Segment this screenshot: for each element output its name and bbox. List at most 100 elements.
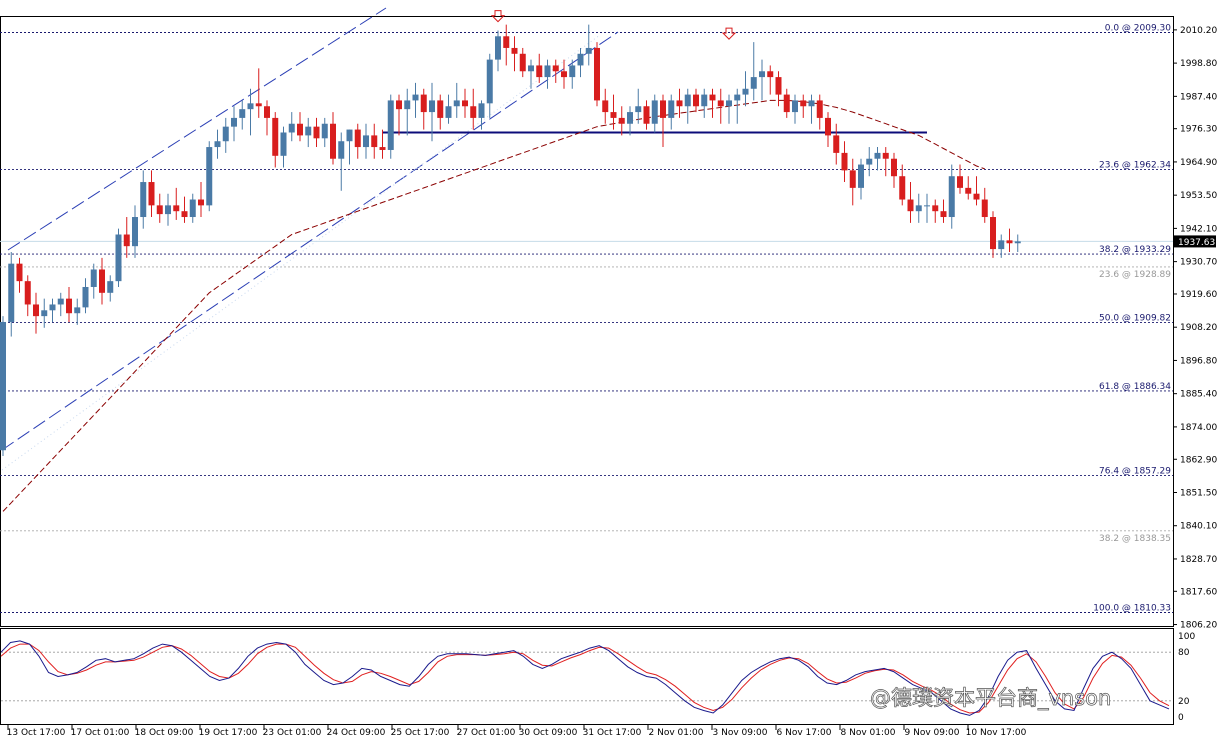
candle-120 [990, 211, 996, 258]
candle-body [932, 205, 939, 212]
stochastic-oscillator: 100 80 20 0 [0, 632, 1195, 723]
price-tick-label-6: 1942.10 [1180, 224, 1217, 234]
candle-115 [948, 164, 955, 229]
candle-body [313, 126, 320, 139]
candle-106 [874, 147, 881, 171]
candle-body [618, 117, 625, 124]
candle-body [874, 152, 881, 159]
candle-body [346, 129, 353, 142]
candle-body [891, 158, 897, 177]
candle-body [371, 135, 378, 148]
price-tick-label-15: 1840.10 [1180, 522, 1217, 532]
candle-body [643, 106, 650, 124]
candle-body [297, 123, 303, 136]
candle-83 [684, 88, 691, 124]
candle-20 [165, 193, 171, 226]
candle-65 [536, 53, 543, 83]
candle-74 [610, 94, 617, 130]
candle-body [165, 205, 171, 215]
current-price-badge [1174, 235, 1216, 248]
candle-45 [371, 123, 378, 159]
candle-1 [8, 252, 15, 337]
trend-channel-upper [7, 7, 387, 251]
candle-42 [346, 129, 353, 165]
candle-33 [272, 112, 279, 168]
price-tick-label-17: 1817.60 [1180, 587, 1217, 597]
candle-body [140, 182, 147, 218]
candle-36 [297, 112, 303, 142]
candle-75 [618, 106, 625, 136]
candles-layer [0, 24, 1021, 457]
time-tick-label-15: 10 Nov 17:00 [966, 728, 1027, 738]
candle-11 [90, 263, 97, 299]
candle-8 [66, 286, 72, 322]
candle-body [1006, 240, 1013, 244]
candle-body [717, 100, 724, 107]
candle-49 [404, 88, 411, 136]
candle-body [247, 103, 254, 110]
candle-0 [0, 316, 6, 457]
candle-body [24, 281, 31, 305]
arrow-marks-layer [490, 10, 737, 40]
fib-label-2: 38.2 @ 1933.29 [1099, 245, 1171, 255]
candle-73 [602, 88, 609, 124]
candle-body [503, 36, 510, 48]
candle-body [338, 141, 345, 159]
candle-14 [115, 228, 122, 287]
candle-71 [585, 24, 592, 66]
candle-85 [701, 88, 708, 118]
candle-118 [973, 176, 980, 206]
candle-body [420, 94, 427, 113]
time-tick-label-3: 19 Oct 17:00 [199, 728, 258, 738]
candle-76 [627, 106, 633, 136]
candle-50 [412, 82, 419, 118]
candle-body [495, 36, 501, 60]
candle-57 [470, 88, 477, 130]
candle-body [808, 100, 815, 107]
candle-99 [816, 94, 823, 130]
stoch-level-label-3: 0 [1178, 713, 1184, 723]
candle-21 [173, 187, 180, 220]
candle-53 [437, 94, 444, 130]
candle-61 [503, 24, 510, 66]
candle-63 [519, 47, 526, 78]
candle-91 [750, 42, 757, 101]
price-tick-label-10: 1896.80 [1180, 356, 1217, 366]
candle-body [148, 182, 155, 206]
candle-body [478, 103, 485, 118]
down-arrow-mark-1 [721, 27, 737, 40]
trend-channel-lower [1, 31, 619, 451]
candle-body [363, 135, 369, 148]
fib-label-4: 61.8 @ 1886.34 [1099, 382, 1171, 392]
candle-body [907, 199, 914, 212]
candle-body [709, 94, 716, 101]
candle-46 [379, 129, 386, 159]
candle-body [940, 211, 947, 218]
candle-body [957, 176, 963, 188]
candle-27 [222, 117, 229, 153]
candle-body [1014, 241, 1021, 244]
candle-51 [420, 88, 427, 130]
candle-23 [189, 193, 196, 223]
main-panel-frame [0, 16, 1174, 627]
candle-body [99, 269, 105, 293]
candle-40 [330, 112, 336, 165]
time-tick-label-0: 13 Oct 17:00 [7, 728, 66, 738]
price-tick-label-7: 1930.70 [1180, 258, 1217, 268]
candle-94 [775, 71, 782, 107]
candle-29 [239, 100, 246, 130]
current-price-label: 1937.63 [1178, 238, 1215, 248]
price-tick-label-11: 1885.40 [1180, 390, 1217, 400]
price-tick-label-4: 1964.90 [1180, 158, 1217, 168]
candle-10 [82, 278, 89, 314]
candle-66 [544, 59, 551, 89]
candle-body [833, 135, 840, 153]
candle-92 [759, 59, 765, 101]
candle-107 [882, 147, 889, 177]
candle-body [750, 77, 757, 89]
candle-body [511, 47, 518, 54]
candle-body [866, 158, 873, 165]
candle-body [552, 65, 559, 72]
candle-7 [57, 292, 64, 317]
